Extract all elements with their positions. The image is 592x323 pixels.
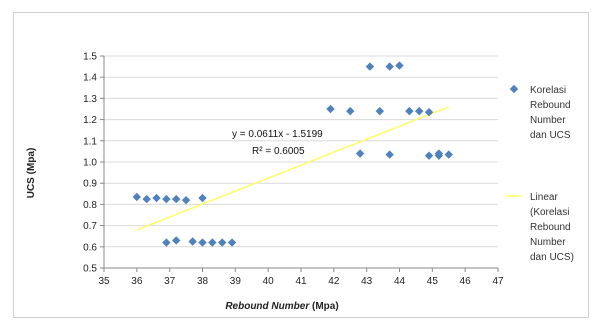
y-tick-label: 0.9 bbox=[83, 179, 97, 190]
legend-label-trendline: Rebound bbox=[530, 222, 571, 233]
x-tick-label: 46 bbox=[460, 276, 472, 287]
x-tick-label: 42 bbox=[328, 276, 340, 287]
legend-label-scatter: dan UCS bbox=[530, 130, 571, 141]
chart-frame: 0.5 0.6 0.7 0.8 0.9 1.0 1.1 1.2 1.3 1.4 1.5 35 36 37… bbox=[13, 12, 589, 318]
data-point bbox=[405, 106, 414, 116]
data-point bbox=[132, 192, 142, 202]
data-points bbox=[132, 61, 453, 247]
data-point bbox=[355, 149, 365, 158]
data-point bbox=[142, 194, 151, 204]
axes bbox=[100, 55, 499, 272]
data-point bbox=[218, 238, 227, 247]
data-point bbox=[172, 194, 181, 204]
x-tick-labels: 35 36 37 38 39 40 41 42 43 44 45 46 47 bbox=[98, 276, 504, 287]
data-point bbox=[444, 150, 453, 159]
data-point bbox=[375, 106, 384, 116]
data-point bbox=[385, 150, 394, 159]
data-point bbox=[172, 236, 181, 245]
data-point bbox=[198, 238, 207, 247]
x-axis-title: Rebound Number (Mpa) bbox=[225, 301, 338, 312]
y-tick-label: 0.8 bbox=[83, 200, 97, 211]
y-tick-label: 1.1 bbox=[83, 136, 97, 147]
y-tick-labels: 0.5 0.6 0.7 0.8 0.9 1.0 1.1 1.2 1.3 1.4 1.5 bbox=[83, 52, 97, 275]
data-point bbox=[346, 106, 355, 116]
data-point bbox=[198, 193, 207, 203]
x-tick-label: 43 bbox=[361, 276, 373, 287]
y-tick-label: 1.4 bbox=[83, 73, 97, 84]
y-axis-title: UCS (Mpa) bbox=[26, 148, 37, 199]
y-tick-label: 0.7 bbox=[83, 221, 97, 232]
trendline-equation: y = 0.0611x - 1.5199 bbox=[232, 129, 323, 140]
data-point bbox=[424, 107, 434, 117]
legend-label-trendline: Number bbox=[530, 237, 566, 248]
legend-label-scatter: Korelasi bbox=[530, 85, 566, 96]
r-squared-label: R² = 0.6005 bbox=[252, 146, 305, 157]
legend-label-trendline: Linear bbox=[530, 192, 558, 203]
data-point bbox=[162, 238, 171, 247]
legend-label-trendline: dan UCS) bbox=[530, 252, 574, 263]
y-tick-label: 1.2 bbox=[83, 115, 97, 126]
y-tick-label: 1.0 bbox=[83, 158, 97, 169]
x-tick-label: 44 bbox=[394, 276, 406, 287]
data-point bbox=[181, 195, 191, 205]
data-point bbox=[162, 194, 171, 204]
data-point bbox=[385, 62, 394, 71]
legend-marker-scatter bbox=[509, 84, 519, 94]
data-point bbox=[326, 104, 335, 114]
data-point bbox=[208, 238, 217, 247]
data-point bbox=[152, 193, 161, 203]
legend-label-scatter: Number bbox=[530, 115, 566, 126]
data-point bbox=[424, 151, 434, 160]
y-tick-label: 0.6 bbox=[83, 242, 97, 253]
x-tick-label: 37 bbox=[164, 276, 176, 287]
data-point bbox=[188, 237, 197, 246]
x-tick-label: 40 bbox=[263, 276, 275, 287]
x-tick-label: 45 bbox=[427, 276, 439, 287]
legend: Korelasi Rebound Number dan UCS Linear (Korel… bbox=[506, 84, 574, 263]
data-point bbox=[395, 61, 404, 70]
x-tick-label: 47 bbox=[492, 276, 504, 287]
legend-label-trendline: (Korelasi bbox=[530, 207, 569, 218]
y-tick-label: 1.5 bbox=[83, 52, 97, 63]
legend-label-scatter: Rebound bbox=[530, 100, 571, 111]
trendline-line bbox=[136, 106, 450, 231]
x-tick-label: 41 bbox=[295, 276, 307, 287]
data-point bbox=[365, 62, 375, 71]
x-tick-label: 35 bbox=[98, 276, 110, 287]
x-tick-label: 36 bbox=[131, 276, 143, 287]
x-axis-title-italic: Rebound Number bbox=[225, 301, 310, 312]
data-point bbox=[415, 106, 424, 116]
y-tick-label: 0.5 bbox=[83, 264, 97, 275]
data-point bbox=[227, 238, 237, 247]
gridlines bbox=[104, 55, 498, 248]
x-tick-label: 38 bbox=[197, 276, 209, 287]
scatter-chart: 0.5 0.6 0.7 0.8 0.9 1.0 1.1 1.2 1.3 1.4 1.5 35 36 37… bbox=[26, 52, 574, 313]
x-axis-title-unit: (Mpa) bbox=[309, 301, 338, 312]
x-tick-label: 39 bbox=[230, 276, 242, 287]
data-point bbox=[434, 151, 444, 160]
y-tick-label: 1.3 bbox=[83, 94, 97, 105]
trendline bbox=[136, 106, 450, 231]
